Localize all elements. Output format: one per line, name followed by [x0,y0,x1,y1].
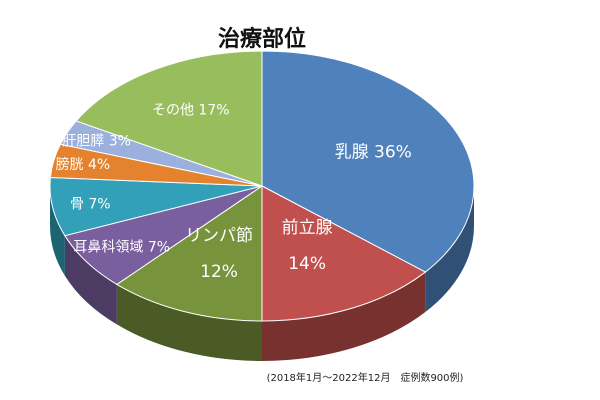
slice-value-1: 14% [288,254,326,274]
pie-tops [49,50,475,322]
slice-label-4: 骨 7% [70,196,111,212]
pie-labels: 乳腺 36% 前立腺 14% リンパ節 12% 耳鼻科領域 7% 骨 7% 膀胱 4% 肝胆膵 … [56,102,412,282]
slice-label-7: その他 17% [152,102,230,118]
pie-slice-1 [261,185,427,322]
pie-slice-0 [261,50,475,273]
slice-label-3: 耳鼻科領域 7% [73,239,170,256]
chart-note: (2018年1月～2022年12月 症例数900例) [267,371,464,384]
slice-name-2: リンパ節 [185,226,253,246]
slice-label-6: 肝胆膵 3% [62,133,131,149]
slice-value-2: 12% [200,262,238,282]
pie-side-3 [64,235,117,325]
chart-title: 治療部位 [218,26,306,52]
slice-label-0: 乳腺 36% [335,143,412,163]
pie-side-2 [116,284,263,361]
slice-name-1: 前立腺 [282,218,333,238]
pie-side-4 [50,186,65,276]
pie-side-1 [262,272,426,361]
slice-label-5: 膀胱 4% [56,156,111,173]
pie-slice-2 [115,185,263,322]
pie-slice-7 [75,50,263,187]
